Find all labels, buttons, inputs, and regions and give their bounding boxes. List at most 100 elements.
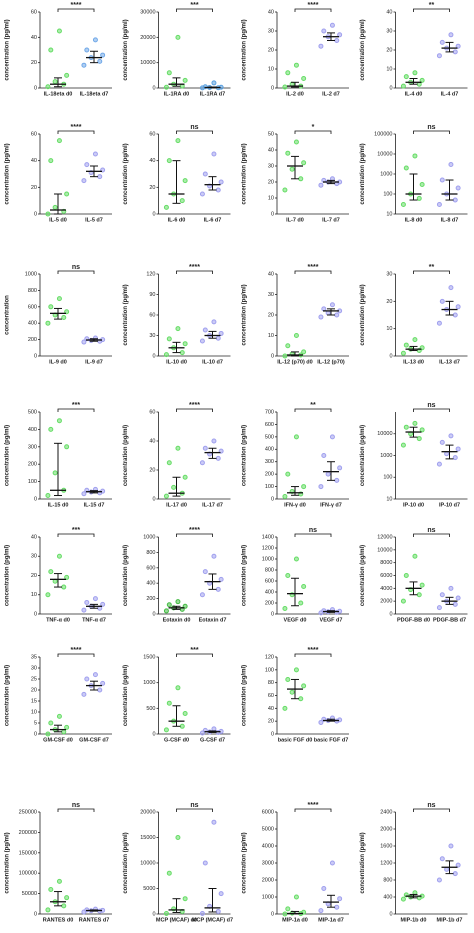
panel: concentration (pg/ml) 0 20 40 60 IL-6 d0 IL-6 … [123,124,231,223]
y-tick-label: 1000 [380,453,392,459]
x-tick-label: RANTES d7 [79,917,110,923]
data-point [293,434,299,440]
data-point [282,911,288,917]
y-tick-label: 20 [31,185,37,191]
data-point [325,310,331,316]
data-point [56,296,62,302]
y-tick-label: 0 [152,611,155,617]
data-point [211,726,217,732]
y-axis-label: concentration (pg/ml) [123,143,129,204]
data-point [45,84,51,90]
data-point [48,426,54,432]
y-tick-label: 400 [265,589,274,595]
x-tick-label: MIP-1b d7 [437,917,463,923]
panel: concentration (pg/ml) 10 100 1000 10000 10000… [360,124,468,223]
data-point [285,906,291,912]
y-tick-label: 5000 [262,826,274,832]
x-tick-label: G-CSF d0 [164,737,189,743]
y-tick-label: 50 [268,131,274,137]
y-tick-label: 40 [268,271,274,277]
data-point [92,596,98,602]
significance-label: **** [308,647,319,654]
data-point [293,139,299,145]
y-tick-label: 1000 [380,171,392,177]
data-point [334,38,340,43]
data-point [81,339,87,345]
data-point [48,158,54,164]
data-point [436,201,442,207]
significance-bracket [57,408,95,412]
y-tick-label: 400 [28,321,37,327]
data-point [52,204,58,210]
data-point [48,304,54,310]
data-point [321,28,327,34]
data-point [92,672,98,678]
y-tick-label: 0 [34,85,37,91]
x-tick-label: IL-12 (p70) d0 [277,359,312,365]
x-tick-label: IL-13 d7 [439,359,460,365]
data-point [285,70,291,76]
x-tick-label: IL-2 d0 [286,91,304,97]
significance-label: **** [189,527,200,534]
data-point [56,28,62,34]
data-point [282,84,288,90]
data-point [325,471,331,477]
panel: concentration (pg/ml) 0 2000 4000 6000 8000 10… [360,527,468,623]
data-point [56,418,62,424]
data-point [64,724,70,730]
y-tick-label: 50000 [22,891,37,897]
data-point [45,731,51,737]
data-point [448,32,454,38]
data-point [419,582,425,588]
x-tick-label: Eotaxin d0 [163,617,191,623]
y-tick-label: 0 [152,211,155,217]
data-point [48,720,54,726]
data-point [215,908,221,914]
significance-label: ns [190,124,198,131]
significance-bracket [176,130,213,134]
data-point [337,32,343,38]
panel: concentration (pg/ml) 0 20 40 60 IL-18eta d0 I… [5,2,112,97]
y-tick-label: 15 [31,698,37,704]
panel: concentration (pg/ml) 0 20 40 60 80 100 120 basi… [242,647,349,743]
significance-bracket [57,270,95,274]
x-tick-label: Eotaxin d7 [199,617,227,623]
data-point [175,445,181,451]
y-tick-label: 0 [389,85,392,91]
data-point [452,49,458,55]
y-tick-label: 40 [268,147,274,153]
y-tick-label: 30 [31,665,37,671]
x-tick-label: MCP (MCAF) d0 [156,917,197,923]
x-tick-label: VEGF d0 [284,617,307,623]
y-tick-label: 0 [271,353,274,359]
data-point [403,424,409,430]
significance-bracket [176,408,213,412]
y-tick-label: 0 [34,611,37,617]
data-point [84,676,90,682]
data-point [182,341,188,347]
x-tick-label: IL-9 d7 [85,359,103,365]
data-point [329,860,335,866]
data-point [175,34,181,40]
y-tick-label: 10 [386,211,392,217]
y-tick-label: 30 [268,28,274,34]
x-tick-label: IL-15 d7 [84,502,105,508]
y-tick-label: 20 [31,60,37,66]
significance-label: ** [429,2,435,9]
y-tick-label: 60 [31,131,37,137]
x-tick-label: IL-15 d0 [48,502,69,508]
y-tick-label: 1000 [262,894,274,900]
data-point [56,713,62,719]
data-point [289,689,295,695]
panel: concentration (pg/ml) 0 500 1000 1500 G-CSF d… [123,647,231,743]
data-point [81,607,87,613]
y-tick-label: 0 [152,353,155,359]
significance-label: *** [190,2,198,9]
significance-label: * [312,124,315,131]
panel: concentration (pg/ml) 0 10 20 30 IL-13 d0 IL-1… [360,264,468,365]
x-tick-label: IL-1RA d7 [200,91,225,97]
panel: concentration (pg/ml) 0 400 800 1200 1600 2000… [360,802,468,923]
x-tick-label: VEGF d7 [320,617,343,623]
data-point [293,333,299,338]
y-tick-label: 60 [149,409,155,415]
